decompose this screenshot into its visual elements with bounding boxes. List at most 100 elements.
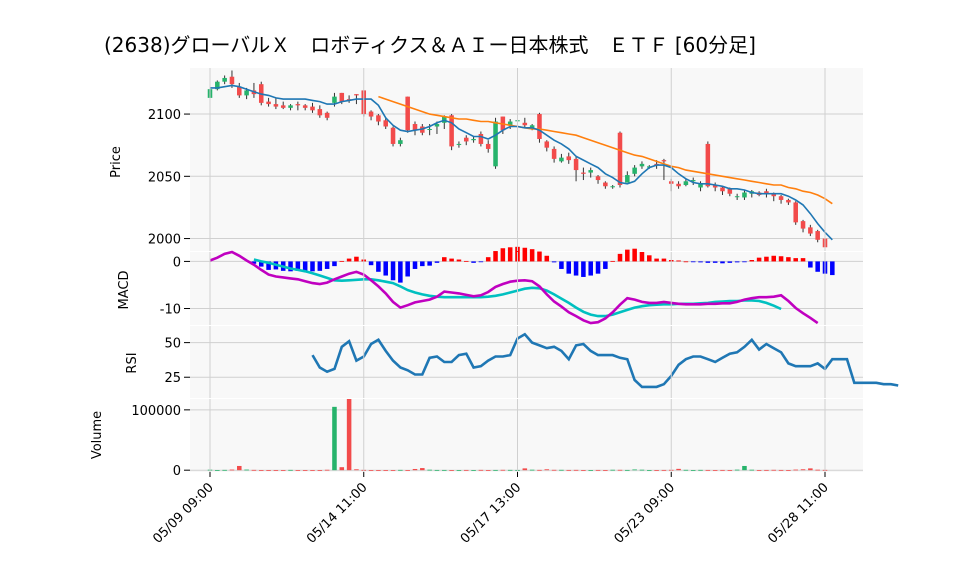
macd-hist-bar (302, 261, 308, 272)
candle-body (778, 196, 784, 200)
volume-bar (581, 470, 586, 471)
x-tick-label: 05/17 13:00 (458, 480, 525, 547)
candle-body (507, 121, 513, 126)
candle-body (471, 138, 476, 141)
candle (676, 181, 681, 189)
macd-hist-bar (478, 261, 484, 263)
price-tick-label: 2050 (148, 170, 181, 185)
macd-hist-bar (434, 261, 440, 263)
candle (639, 161, 645, 169)
candle-body (398, 140, 403, 144)
candle (463, 135, 469, 146)
candle-body (215, 81, 220, 90)
candle-body (456, 143, 462, 145)
macd-hist-bar (683, 261, 689, 263)
volume-bar (288, 469, 293, 471)
price-tick-label: 2100 (148, 108, 181, 123)
volume-bar (712, 470, 718, 471)
macd-y-ticks: 0 -10 (160, 255, 190, 318)
candle (603, 181, 608, 189)
volume-bar (280, 470, 286, 471)
volume-bar (244, 469, 249, 471)
macd-hist-bar (544, 255, 550, 262)
macd-hist-bar (420, 261, 425, 267)
macd-hist-bar (705, 261, 711, 263)
macd-hist-bar (537, 251, 542, 262)
candle (456, 141, 462, 148)
rsi-grid (190, 342, 863, 378)
macd-hist-bar (251, 261, 257, 264)
macd-hist-bar (654, 258, 659, 262)
candle (390, 126, 396, 147)
x-tick-label: 05/14 11:00 (304, 480, 371, 547)
volume-bar (376, 470, 381, 471)
volume-panel: 0 100000 Volume (90, 399, 863, 479)
macd-hist-bar (581, 261, 586, 277)
candle-body (588, 170, 593, 173)
volume-bar (390, 470, 396, 471)
macd-hist-bar (764, 256, 769, 262)
volume-bar (383, 470, 388, 471)
candle-body (610, 186, 615, 188)
macd-hist-bar (266, 261, 271, 270)
volume-bar (412, 468, 418, 471)
candle (368, 110, 374, 121)
candle (237, 82, 242, 98)
macd-hist-bar (559, 261, 564, 269)
price-grid (190, 113, 863, 240)
rsi-line (311, 332, 899, 389)
candle-body (727, 188, 733, 194)
ma-long-line (378, 95, 833, 205)
volume-bar (625, 469, 630, 471)
volume-bar (310, 470, 315, 471)
volume-bar (295, 470, 301, 471)
volume-bar (332, 406, 337, 471)
candle-body (625, 175, 630, 183)
candle (617, 131, 623, 188)
macd-hist-bar (632, 248, 637, 262)
price-panel: 2000 2050 2100 Price (109, 68, 863, 251)
candle (471, 136, 476, 143)
candle-body (368, 111, 374, 117)
macd-hist-bar (756, 257, 762, 262)
macd-hist-bar (493, 251, 498, 262)
macd-hist-bar (507, 247, 513, 262)
candle (742, 190, 747, 200)
volume-bar (742, 465, 747, 471)
price-y-ticks: 2000 2050 2100 (148, 108, 190, 248)
candle-body (522, 122, 528, 126)
candle-body (537, 114, 542, 139)
candle-body (698, 183, 703, 188)
volume-bar (720, 469, 725, 471)
candle-body (427, 129, 432, 130)
macd-hist-bar (698, 261, 703, 263)
volume-ylabel: Volume (90, 411, 105, 459)
x-tick-labels: 05/09 09:00 05/14 11:00 05/17 13:00 05/23 0… (150, 472, 832, 547)
candle-body (742, 192, 747, 198)
candle-body (332, 96, 337, 103)
candle-body (266, 101, 271, 105)
candle-body (617, 132, 623, 186)
volume-bar (339, 467, 345, 471)
macd-hist-bar (368, 261, 374, 266)
candle (383, 117, 388, 129)
candle-body (793, 202, 798, 223)
macd-hist-bar (625, 249, 630, 262)
volume-bar (786, 470, 791, 471)
macd-hist-bar (471, 261, 476, 263)
candle (778, 194, 784, 204)
candle-body (273, 104, 279, 107)
volume-bar (493, 469, 498, 471)
volume-bar (302, 470, 308, 471)
candle (705, 141, 711, 188)
volume-bar (251, 469, 257, 471)
candle-body (808, 227, 813, 234)
candle (786, 198, 791, 205)
candle-body (720, 187, 725, 192)
candle-body (771, 193, 777, 197)
macd-hist-bar (573, 261, 579, 276)
volume-panel-background (190, 399, 863, 472)
candle (573, 156, 579, 182)
candle-body (222, 77, 227, 82)
candle (683, 178, 689, 187)
